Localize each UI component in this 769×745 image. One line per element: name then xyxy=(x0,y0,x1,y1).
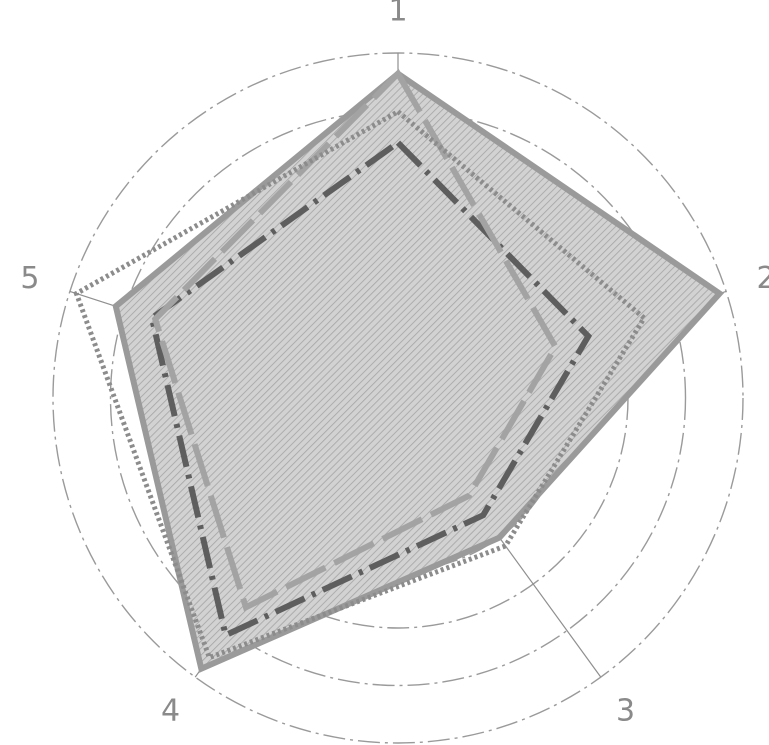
series-2-polygon xyxy=(148,138,593,640)
radar-series xyxy=(73,68,725,673)
series-1-polygon xyxy=(112,69,725,673)
series-4-polygon xyxy=(73,108,648,661)
axis-label-4: 4 xyxy=(161,694,180,729)
grid-ring-5 xyxy=(109,109,687,687)
series-3-polygon xyxy=(151,68,559,612)
axis-labels: 1 2 3 4 5 xyxy=(20,0,769,729)
axis-label-2: 2 xyxy=(757,261,769,296)
axis-label-3: 3 xyxy=(616,694,635,729)
axis-label-5: 5 xyxy=(20,261,39,296)
axis-label-1: 1 xyxy=(388,0,407,29)
